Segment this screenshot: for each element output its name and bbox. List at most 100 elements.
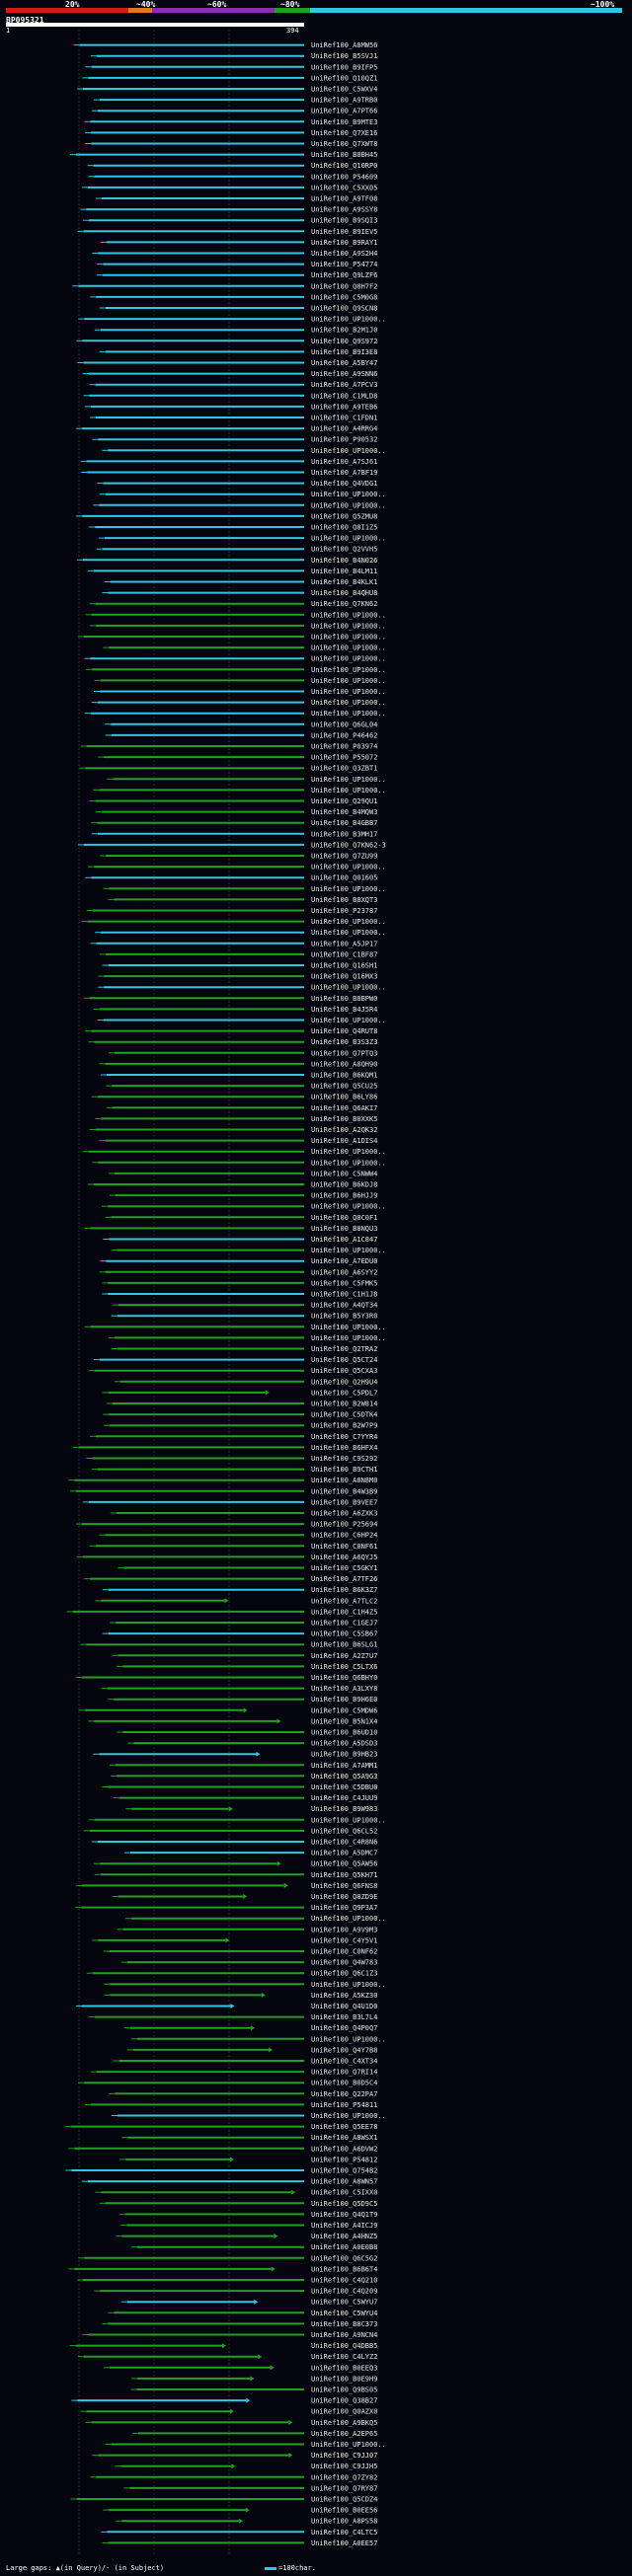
hit-id-label: UniRef100_A9BKQ5 bbox=[311, 2419, 377, 2427]
hit-id-label: UniRef100_Q22PA7 bbox=[311, 2090, 377, 2098]
hit-id-label: UniRef100_C1GEJ7 bbox=[311, 1620, 377, 1628]
hit-id-label: UniRef100_B9VEE7 bbox=[311, 1498, 377, 1506]
hit-id-label: UniRef100_A9V9M3 bbox=[311, 1926, 377, 1933]
color-segment-orange bbox=[128, 8, 152, 13]
hit-id-label: UniRef100_P03974 bbox=[311, 743, 377, 751]
hit-id-label: UniRef100_A0E0B8 bbox=[311, 2243, 377, 2251]
hit-id-label: UniRef100_UP1000.. bbox=[311, 535, 386, 543]
hit-id-label: UniRef100_UP1000.. bbox=[311, 699, 386, 707]
hit-id-label: UniRef100_Q2H9U4 bbox=[311, 1378, 377, 1386]
hit-id-label: UniRef100_UP1000.. bbox=[311, 1148, 386, 1156]
hit-id-label: UniRef100_B6KDJ8 bbox=[311, 1181, 377, 1189]
hit-arrow bbox=[268, 2047, 273, 2053]
hit-id-label: UniRef100_UP1000.. bbox=[311, 644, 386, 652]
hit-id-label: UniRef100_UP1000.. bbox=[311, 622, 386, 630]
identity-color-bar bbox=[6, 8, 622, 13]
hit-id-label: UniRef100_Q7KN62 bbox=[311, 600, 377, 608]
hit-arrow bbox=[221, 2343, 226, 2349]
query-id: BP095321 bbox=[6, 16, 44, 25]
hit-arrow bbox=[224, 1598, 229, 1604]
hit-id-label: UniRef100_A7PT66 bbox=[311, 108, 377, 115]
hit-arrow bbox=[283, 1882, 288, 1888]
hit-id-label: UniRef100_Q10QZ1 bbox=[311, 74, 377, 82]
hit-id-label: UniRef100_UP1000.. bbox=[311, 929, 386, 937]
hit-id-label: UniRef100_B4KLK1 bbox=[311, 578, 377, 586]
hit-id-label: UniRef100_C5WYU4 bbox=[311, 2310, 377, 2317]
hit-id-label: UniRef100_C5SB67 bbox=[311, 1630, 377, 1638]
hit-id-label: UniRef100_UP1000.. bbox=[311, 1324, 386, 1331]
hit-id-label: UniRef100_Q4RUT8 bbox=[311, 1027, 377, 1035]
query-bar bbox=[6, 23, 304, 27]
hit-id-label: UniRef100_UP1000.. bbox=[311, 885, 386, 893]
hit-id-label: UniRef100_C5M0G8 bbox=[311, 293, 377, 301]
hit-id-label: UniRef100_A6ZXK3 bbox=[311, 1510, 377, 1518]
hit-id-label: UniRef100_UP1000.. bbox=[311, 491, 386, 498]
hit-id-label: UniRef100_C5WYU7 bbox=[311, 2299, 377, 2307]
hit-id-label: UniRef100_Q6GL04 bbox=[311, 720, 377, 728]
hit-id-label: UniRef100_B0D5C4 bbox=[311, 2080, 377, 2087]
legend-swatch bbox=[265, 2566, 276, 2570]
hit-arrow bbox=[254, 2299, 259, 2305]
scale-label-40: ~40% bbox=[136, 0, 156, 9]
hit-id-label: UniRef100_C4LYZ2 bbox=[311, 2353, 377, 2361]
hit-arrow bbox=[243, 1894, 248, 1900]
hit-id-label: UniRef100_A4ICJ9 bbox=[311, 2222, 377, 2230]
hit-id-label: UniRef100_C4Q209 bbox=[311, 2288, 377, 2296]
hit-id-label: UniRef100_C5DBU0 bbox=[311, 1783, 377, 1791]
hit-id-label: UniRef100_B8BPW0 bbox=[311, 995, 377, 1003]
hit-id-label: UniRef100_A9S2H4 bbox=[311, 250, 377, 258]
hit-id-label: UniRef100_Q9S972 bbox=[311, 338, 377, 345]
hit-id-label: UniRef100_Q38B27 bbox=[311, 2397, 377, 2405]
hit-id-label: UniRef100_Q7KN62-3 bbox=[311, 841, 386, 849]
hit-id-label: UniRef100_B6B6T4 bbox=[311, 2265, 377, 2273]
scale-label-80: ~80% bbox=[280, 0, 300, 9]
legend-scale-key: =100char. bbox=[265, 2564, 316, 2572]
hit-id-label: UniRef100_UP1000.. bbox=[311, 2441, 386, 2449]
hit-id-label: UniRef100_A2Z7U7 bbox=[311, 1652, 377, 1660]
hit-id-label: UniRef100_UP1000.. bbox=[311, 1247, 386, 1254]
hit-id-label: UniRef100_Q7RY87 bbox=[311, 2484, 377, 2492]
hit-id-label: UniRef100_A2EP65 bbox=[311, 2430, 377, 2438]
hit-id-label: UniRef100_B4QHU8 bbox=[311, 589, 377, 597]
hit-id-label: UniRef100_Q6C1Z3 bbox=[311, 1970, 377, 1978]
hit-id-label: UniRef100_B9I3E8 bbox=[311, 348, 377, 356]
hit-id-label: UniRef100_A8N8M0 bbox=[311, 1477, 377, 1484]
hit-id-label: UniRef100_B9MTE3 bbox=[311, 118, 377, 126]
hit-id-label: UniRef100_Q3ZBT1 bbox=[311, 765, 377, 773]
hit-id-label: UniRef100_UP1000.. bbox=[311, 1159, 386, 1167]
hit-id-label: UniRef100_C4Y5V1 bbox=[311, 1936, 377, 1944]
hit-id-label: UniRef100_B0EEQ3 bbox=[311, 2364, 377, 2372]
hit-id-label: UniRef100_A7SJ61 bbox=[311, 458, 377, 466]
hit-id-label: UniRef100_UP1000.. bbox=[311, 316, 386, 324]
hit-id-label: UniRef100_Q4DBB5 bbox=[311, 2342, 377, 2350]
hit-id-label: UniRef100_Q5A9G3 bbox=[311, 1773, 377, 1780]
hit-id-label: UniRef100_C1H4Z5 bbox=[311, 1608, 377, 1616]
hit-id-label: UniRef100_B4W3B9 bbox=[311, 1487, 377, 1495]
hit-arrow bbox=[239, 2518, 244, 2524]
hit-id-label: UniRef100_UP1000.. bbox=[311, 1017, 386, 1024]
hit-id-label: UniRef100_A4HNZ5 bbox=[311, 2233, 377, 2240]
hit-arrow bbox=[251, 2025, 256, 2031]
hit-id-label: UniRef100_Q2VVH5 bbox=[311, 546, 377, 554]
axis-end-label: 394 bbox=[286, 27, 299, 35]
hit-id-label: UniRef100_A7BF19 bbox=[311, 469, 377, 477]
hit-arrow bbox=[231, 2463, 236, 2469]
hit-arrow bbox=[288, 2419, 293, 2425]
hit-id-label: UniRef100_Q9LZF6 bbox=[311, 271, 377, 279]
hit-id-label: UniRef100_A8PS58 bbox=[311, 2518, 377, 2526]
hit-id-label: UniRef100_A5KZ30 bbox=[311, 1992, 377, 2000]
hit-id-label: UniRef100_UP1000.. bbox=[311, 984, 386, 992]
hit-id-label: UniRef100_A7AMM1 bbox=[311, 1762, 377, 1770]
hit-arrow bbox=[270, 2365, 275, 2371]
hit-id-label: UniRef100_UP1000.. bbox=[311, 1203, 386, 1211]
hit-id-label: UniRef100_Q5D9C5 bbox=[311, 2200, 377, 2208]
hit-id-label: UniRef100_C1FDN1 bbox=[311, 415, 377, 422]
hit-id-label: UniRef100_C4R8N6 bbox=[311, 1839, 377, 1847]
hit-id-label: UniRef100_B6LY86 bbox=[311, 1094, 377, 1101]
hit-id-label: UniRef100_C6HP24 bbox=[311, 1532, 377, 1540]
hit-id-label: UniRef100_A0EE57 bbox=[311, 2539, 377, 2547]
hit-arrow bbox=[258, 2354, 263, 2360]
hit-id-label: UniRef100_Q4W783 bbox=[311, 1959, 377, 1967]
hit-id-label: UniRef100_Q5CT24 bbox=[311, 1356, 377, 1364]
hit-id-label: UniRef100_Q8ZD9E bbox=[311, 1893, 377, 1901]
